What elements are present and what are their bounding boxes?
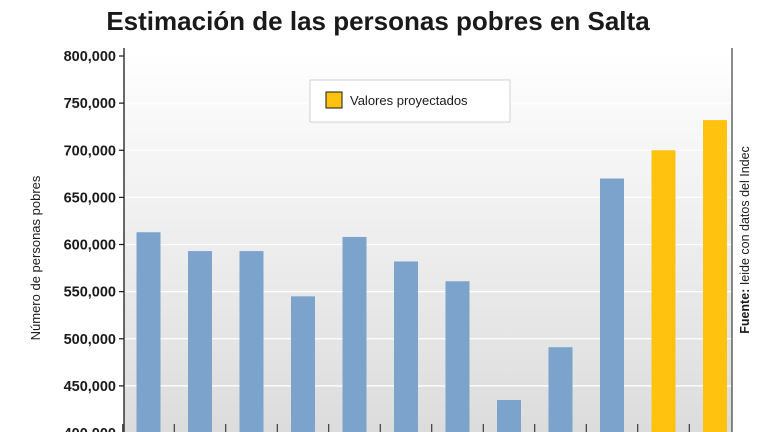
source-text: Ieide con datos del Indec bbox=[738, 146, 752, 288]
y-tick-label: 750,000 bbox=[64, 96, 116, 112]
bar-projected bbox=[651, 150, 676, 432]
source-bold: Fuente: bbox=[738, 289, 752, 334]
bar bbox=[548, 347, 573, 432]
bar-projected bbox=[703, 120, 727, 432]
bar bbox=[342, 236, 367, 432]
bar bbox=[188, 251, 212, 432]
bar bbox=[445, 281, 470, 432]
y-tick-label: 500,000 bbox=[64, 332, 116, 348]
y-tick-label: 450,000 bbox=[64, 379, 116, 395]
y-tick-label: 400,000 bbox=[64, 426, 116, 432]
source-note: Fuente: Ieide con datos del Indec bbox=[738, 146, 752, 334]
bar bbox=[239, 251, 264, 432]
x-axis-ticks bbox=[122, 424, 690, 432]
bar bbox=[600, 178, 624, 432]
y-tick-label: 550,000 bbox=[64, 285, 116, 301]
y-tick-label: 650,000 bbox=[64, 190, 116, 206]
chart-title: Estimación de las personas pobres en Sal… bbox=[106, 6, 650, 36]
legend-box bbox=[309, 79, 511, 123]
bar bbox=[497, 400, 521, 432]
y-tick-label: 800,000 bbox=[64, 49, 116, 65]
y-tick-label: 700,000 bbox=[64, 143, 116, 159]
gridlines bbox=[124, 55, 732, 387]
bar bbox=[136, 232, 161, 432]
bar bbox=[291, 296, 315, 432]
y-axis-ticks: 400,000 450,000 500,000 550,000 600,000 650,0… bbox=[64, 49, 124, 432]
bar bbox=[394, 261, 418, 432]
y-axis-label: Número de personas pobres bbox=[28, 175, 43, 340]
legend-swatch-projected bbox=[325, 91, 343, 109]
y-tick-label: 600,000 bbox=[64, 238, 116, 254]
bars bbox=[136, 120, 727, 432]
legend-label-projected: Valores proyectados bbox=[350, 93, 468, 108]
legend: Valores proyectados bbox=[309, 79, 511, 123]
